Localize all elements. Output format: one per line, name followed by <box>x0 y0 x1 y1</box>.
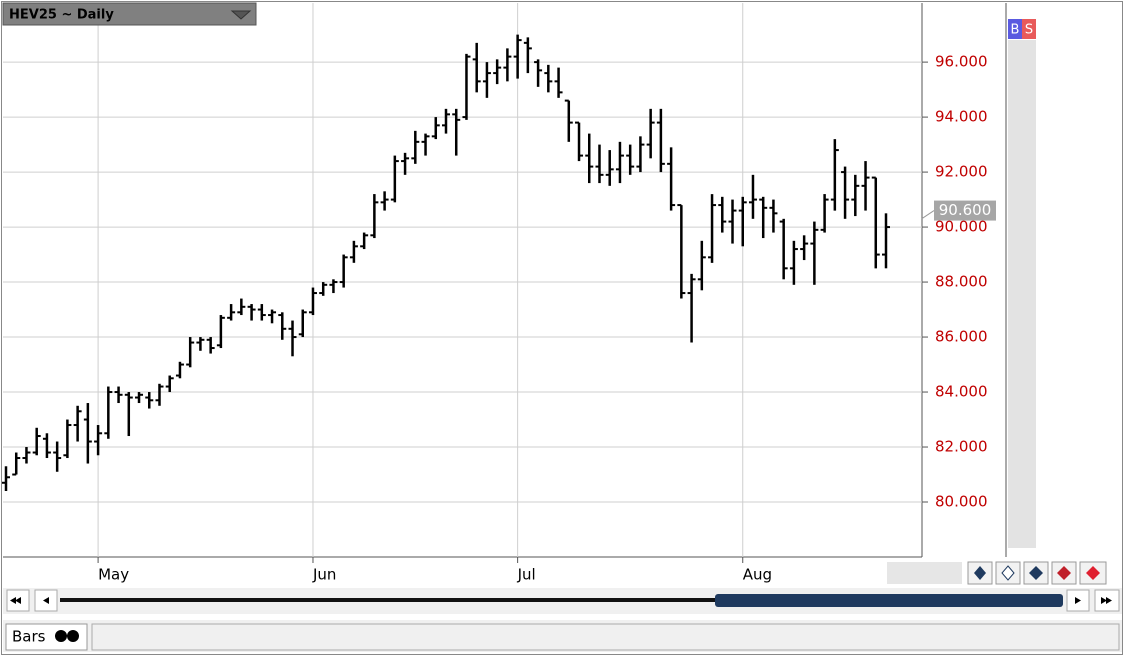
y-tick-label: 82.000 <box>935 438 988 456</box>
y-tick-label: 92.000 <box>935 163 988 181</box>
x-tick-label: Aug <box>743 566 772 584</box>
dropdown-arrow[interactable] <box>230 10 252 20</box>
y-tick-label: 94.000 <box>935 108 988 126</box>
last-price-label: 90.600 <box>939 201 992 219</box>
icon <box>1029 566 1043 580</box>
x-tick-label: May <box>98 566 129 584</box>
header-box[interactable] <box>2 2 257 26</box>
last-price-box <box>934 200 996 221</box>
status-field <box>91 623 1120 651</box>
tab-icon <box>67 630 79 642</box>
scroll-track <box>60 598 1063 602</box>
y-tick-label: 84.000 <box>935 383 988 401</box>
y-tick-label: 90.000 <box>935 218 988 236</box>
sell-label: S <box>1025 23 1033 38</box>
scroll-arrows <box>1075 597 1112 604</box>
icon <box>1086 566 1100 580</box>
sell-button[interactable] <box>1022 19 1036 39</box>
icon <box>974 566 986 580</box>
side-strip <box>1008 40 1036 548</box>
buy-button[interactable] <box>1008 19 1022 39</box>
x-tick-label: Jun <box>312 566 336 584</box>
x-tick-label: Jul <box>517 566 536 584</box>
header-title: HEV25 ~ Daily <box>9 8 114 23</box>
y-tick-label: 96.000 <box>935 53 988 71</box>
tab-icon <box>55 630 67 642</box>
last-price-connector <box>921 210 935 219</box>
scroll-thumb[interactable] <box>715 594 1063 607</box>
toolbar-icons <box>974 565 1100 581</box>
plot-area: 80.000 82.000 84.000 86.000 88.000 90.000 92.0… <box>2 3 996 584</box>
y-tick-label: 86.000 <box>935 328 988 346</box>
icon <box>1057 566 1071 580</box>
toolbar-blank <box>887 562 962 584</box>
y-tick-label: 80.000 <box>935 493 988 511</box>
buy-label: B <box>1011 23 1020 38</box>
tab-label: Bars <box>12 628 46 646</box>
y-tick-label: 88.000 <box>935 273 988 291</box>
icon <box>1001 565 1015 581</box>
scroll-arrows <box>10 597 49 604</box>
